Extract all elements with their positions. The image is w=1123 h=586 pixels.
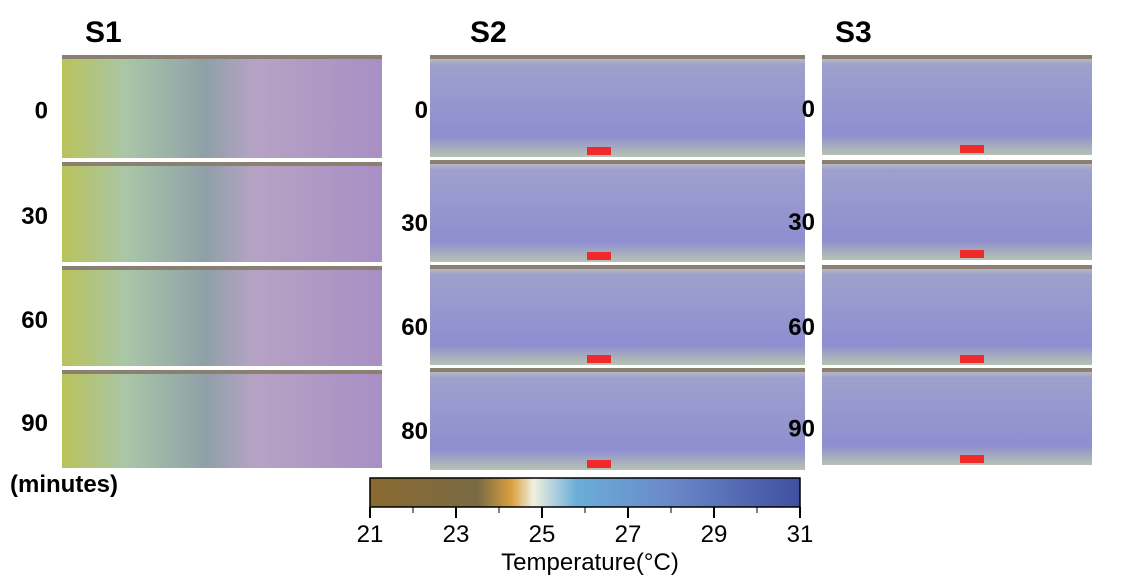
- time-label: 80: [401, 418, 428, 445]
- thermal-image: [822, 160, 1092, 260]
- thermal-image: [62, 55, 382, 158]
- marker: [587, 252, 611, 260]
- tick-label: 29: [701, 521, 728, 548]
- colorbar: [369, 477, 801, 508]
- frame-edge: [822, 265, 1092, 269]
- thermal-image: [430, 368, 805, 470]
- frame-edge: [62, 370, 382, 374]
- time-label: 90: [21, 410, 48, 437]
- frame-edge: [822, 160, 1092, 164]
- marker: [960, 250, 984, 258]
- panel-title: S2: [470, 16, 507, 49]
- thermal-image: [430, 265, 805, 365]
- thermal-image: [62, 266, 382, 366]
- marker: [960, 455, 984, 463]
- thermal-image: [822, 265, 1092, 365]
- frame-edge: [430, 160, 805, 164]
- time-label: 30: [21, 203, 48, 230]
- panel-title: S3: [835, 16, 872, 49]
- time-label: 0: [35, 98, 48, 125]
- tick-label: 27: [615, 521, 642, 548]
- frame-edge: [62, 266, 382, 270]
- frame-edge: [62, 162, 382, 166]
- time-label: 30: [401, 210, 428, 237]
- frame-edge: [430, 55, 805, 59]
- thermal-image: [62, 370, 382, 468]
- thermal-image: [822, 55, 1092, 155]
- time-label: 60: [401, 314, 428, 341]
- panel-title: S1: [85, 16, 122, 49]
- marker: [587, 355, 611, 363]
- unit-label: (minutes): [10, 471, 118, 498]
- frame-edge: [822, 368, 1092, 372]
- tick-label: 21: [357, 521, 384, 548]
- marker: [587, 147, 611, 155]
- tick-label: 31: [787, 521, 814, 548]
- frame-edge: [430, 265, 805, 269]
- time-label: 60: [788, 314, 815, 341]
- frame-edge: [430, 368, 805, 372]
- marker: [587, 460, 611, 468]
- thermal-image: [822, 368, 1092, 465]
- colorbar-label: Temperature(°C): [501, 549, 679, 576]
- tick-label: 25: [529, 521, 556, 548]
- time-label: 0: [415, 97, 428, 124]
- frame-edge: [822, 55, 1092, 59]
- thermal-image: [430, 160, 805, 262]
- frame-edge: [62, 55, 382, 59]
- marker: [960, 355, 984, 363]
- time-label: 0: [802, 96, 815, 123]
- tick-label: 23: [443, 521, 470, 548]
- marker: [960, 145, 984, 153]
- thermal-image: [430, 55, 805, 157]
- time-label: 30: [788, 209, 815, 236]
- time-label: 60: [21, 307, 48, 334]
- time-label: 90: [788, 416, 815, 443]
- thermal-image: [62, 162, 382, 262]
